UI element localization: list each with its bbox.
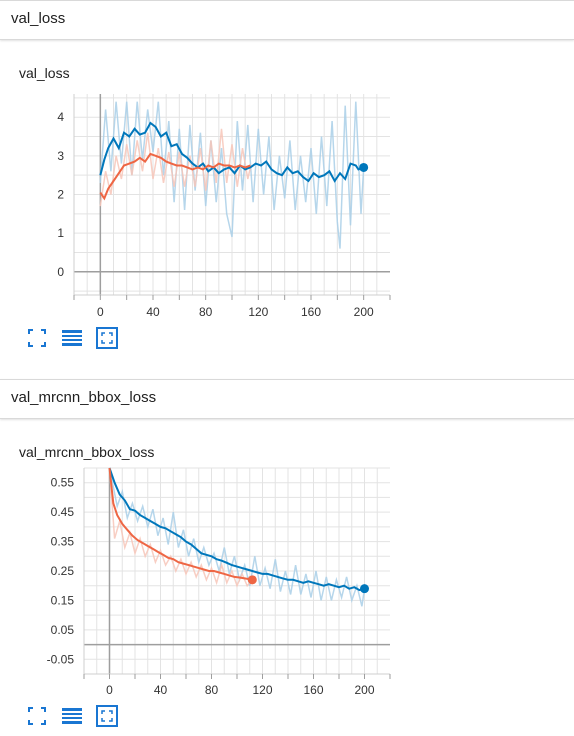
x-tick-label: 160 xyxy=(301,305,321,319)
y-tick-label: 2 xyxy=(57,188,64,202)
val-loss-chart[interactable]: 0 40 80 120 160 200 0 1 2 3 4 xyxy=(0,90,400,320)
x-tick-label: 40 xyxy=(146,305,160,319)
x-tick-label: 80 xyxy=(199,305,213,319)
y-tick-label: 0.25 xyxy=(51,564,75,578)
y-tick-label: 4 xyxy=(57,110,64,124)
y-tick-label: 0.45 xyxy=(51,505,75,519)
series-raw-line xyxy=(99,128,252,207)
x-tick-label: 120 xyxy=(252,683,272,697)
section-title: val_mrcnn_bbox_loss xyxy=(11,389,157,406)
x-tick-label: 0 xyxy=(97,305,104,319)
fit-domain-icon[interactable] xyxy=(96,705,118,727)
series-smoothed-line xyxy=(99,152,251,201)
section-header-val-loss[interactable]: val_loss xyxy=(0,0,574,40)
series-end-marker xyxy=(360,584,369,594)
y-tick-label: 0.05 xyxy=(51,623,75,637)
series-smoothed-line xyxy=(108,467,365,592)
x-tick-label: 0 xyxy=(106,683,113,697)
series-raw-line xyxy=(99,101,365,249)
x-tick-label: 80 xyxy=(205,683,219,697)
x-tick-label: 40 xyxy=(154,683,168,697)
chart-title: val_loss xyxy=(19,65,70,81)
x-tick-label: 120 xyxy=(248,305,268,319)
fullscreen-icon[interactable] xyxy=(26,327,48,349)
y-tick-label: 0.35 xyxy=(51,535,75,549)
fit-domain-icon[interactable] xyxy=(96,327,118,349)
grid xyxy=(84,467,390,675)
y-tick-label: 0.15 xyxy=(51,593,75,607)
chart-title: val_mrcnn_bbox_loss xyxy=(19,444,155,460)
section-title: val_loss xyxy=(11,10,66,27)
x-tick-label: 200 xyxy=(354,305,374,319)
series-end-marker xyxy=(359,162,369,172)
section-header-val-mrcnn-bbox-loss[interactable]: val_mrcnn_bbox_loss xyxy=(0,379,574,419)
data-table-icon[interactable] xyxy=(61,705,83,727)
x-tick-label: 200 xyxy=(354,683,374,697)
series-smoothed-line xyxy=(99,121,365,183)
series-smoothed-line xyxy=(108,467,253,581)
x-tick-label: 160 xyxy=(303,683,323,697)
y-tick-label: 3 xyxy=(57,149,64,163)
y-tick-label: 0.55 xyxy=(51,476,75,490)
data-table-icon[interactable] xyxy=(61,327,83,349)
fullscreen-icon[interactable] xyxy=(26,705,48,727)
y-tick-label: 1 xyxy=(57,226,64,240)
series-end-marker xyxy=(247,575,257,585)
val-mrcnn-bbox-loss-chart[interactable]: 0 40 80 120 160 200 0.55 0.45 0.35 0.25 0.15 0.05 -0… xyxy=(0,465,400,700)
series-raw-line xyxy=(108,467,253,588)
y-tick-label: 0 xyxy=(57,265,64,279)
y-tick-label: -0.05 xyxy=(47,652,75,666)
